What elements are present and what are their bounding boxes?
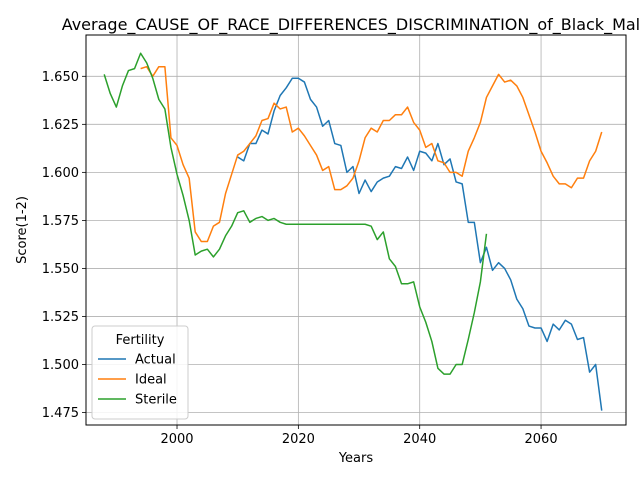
legend-label-ideal: Ideal (135, 373, 167, 388)
y-tick-label: 1.475 (42, 406, 79, 421)
series-line-ideal (140, 65, 603, 243)
series-line-actual (237, 77, 603, 411)
y-tick-label: 1.650 (42, 70, 79, 85)
series-layer (103, 52, 603, 411)
y-tick-label: 1.525 (42, 310, 79, 325)
x-tick-label: 2060 (525, 432, 558, 447)
legend-title: Fertility (116, 333, 165, 348)
x-tick-label: 2000 (160, 432, 193, 447)
y-tick-label: 1.625 (42, 118, 79, 133)
series-line-sterile (103, 52, 488, 375)
y-axis: 1.475 1.500 1.525 1.550 1.575 1.600 1.625 1.650 (42, 70, 86, 421)
x-tick-label: 2040 (403, 432, 436, 447)
y-tick-label: 1.600 (42, 166, 79, 181)
legend-label-sterile: Sterile (135, 393, 177, 408)
x-tick-label: 2020 (282, 432, 315, 447)
legend-box (91, 325, 189, 420)
legend-items: Actual Ideal Sterile (98, 353, 177, 408)
y-tick-label: 1.575 (42, 214, 79, 229)
chart-title: Average_CAUSE_OF_RACE_DIFFERENCES_DISCRI… (62, 15, 640, 35)
y-tick-label: 1.550 (42, 262, 79, 277)
y-tick-label: 1.500 (42, 358, 79, 373)
x-axis-label: Years (338, 451, 374, 466)
x-axis: 2000 2020 2040 2060 (160, 425, 558, 447)
legend: Fertility Actual Ideal Sterile (91, 325, 189, 420)
y-axis-label: Score(1-2) (15, 196, 30, 264)
grid-lines (86, 35, 626, 425)
legend-label-actual: Actual (135, 353, 176, 368)
plot-frame (85, 34, 627, 426)
